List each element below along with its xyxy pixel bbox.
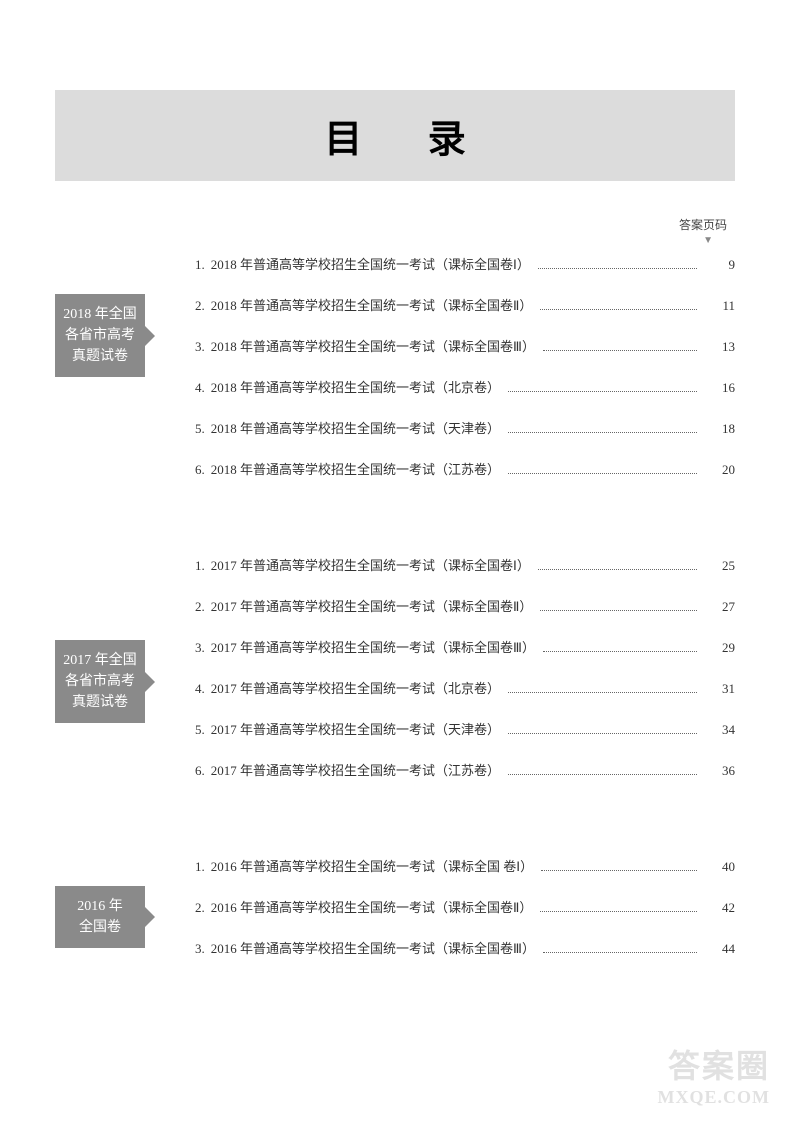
watermark-text: 答案圈 bbox=[658, 1041, 770, 1087]
toc-item-title: 2016 年普通高等学校招生全国统一考试（课标全国 卷Ⅰ） bbox=[211, 856, 533, 875]
toc-item: 3. 2017 年普通高等学校招生全国统一考试（课标全国卷Ⅲ） 29 bbox=[195, 637, 735, 656]
toc-item-title: 2018 年普通高等学校招生全国统一考试（北京卷） bbox=[211, 377, 500, 396]
toc-item-page: 9 bbox=[705, 257, 735, 273]
toc-item-page: 16 bbox=[705, 380, 735, 396]
toc-item-number: 5. bbox=[195, 421, 205, 437]
toc-leader-dots bbox=[508, 692, 697, 693]
toc-item-number: 2. bbox=[195, 298, 205, 314]
toc-leader-dots bbox=[508, 774, 697, 775]
toc-item-number: 3. bbox=[195, 640, 205, 656]
toc-item: 2. 2017 年普通高等学校招生全国统一考试（课标全国卷Ⅱ） 27 bbox=[195, 596, 735, 615]
toc-item: 6. 2017 年普通高等学校招生全国统一考试（江苏卷） 36 bbox=[195, 760, 735, 779]
down-arrow-icon: ▼ bbox=[55, 235, 735, 246]
toc-item-page: 40 bbox=[705, 859, 735, 875]
section-label: 2017 年全国各省市高考真题试卷 bbox=[55, 640, 145, 723]
toc-leader-dots bbox=[540, 309, 697, 310]
toc-item: 4. 2017 年普通高等学校招生全国统一考试（北京卷） 31 bbox=[195, 678, 735, 697]
toc-item-page: 20 bbox=[705, 462, 735, 478]
page-container: 目 录 答案页码 ▼ 2018 年全国各省市高考真题试卷 1. 2018 年普通… bbox=[0, 0, 790, 1074]
section-items: 1. 2018 年普通高等学校招生全国统一考试（课标全国卷Ⅰ） 9 2. 201… bbox=[155, 254, 735, 500]
toc-item-number: 1. bbox=[195, 558, 205, 574]
toc-item: 1. 2018 年普通高等学校招生全国统一考试（课标全国卷Ⅰ） 9 bbox=[195, 254, 735, 273]
section-label-wrapper: 2017 年全国各省市高考真题试卷 bbox=[55, 640, 155, 723]
toc-item-number: 1. bbox=[195, 257, 205, 273]
page-title: 目 录 bbox=[55, 108, 735, 163]
toc-section: 2016 年 全国卷 1. 2016 年普通高等学校招生全国统一考试（课标全国 … bbox=[55, 856, 735, 979]
toc-item-number: 3. bbox=[195, 941, 205, 957]
section-items: 1. 2017 年普通高等学校招生全国统一考试（课标全国卷Ⅰ） 25 2. 20… bbox=[155, 555, 735, 801]
toc-item-number: 6. bbox=[195, 763, 205, 779]
toc-leader-dots bbox=[540, 610, 697, 611]
section-label-wrapper: 2018 年全国各省市高考真题试卷 bbox=[55, 294, 155, 377]
section-label-text: 2016 年 全国卷 bbox=[77, 899, 123, 935]
toc-item-page: 36 bbox=[705, 763, 735, 779]
toc-item-page: 44 bbox=[705, 941, 735, 957]
toc-item: 4. 2018 年普通高等学校招生全国统一考试（北京卷） 16 bbox=[195, 377, 735, 396]
toc-leader-dots bbox=[543, 350, 697, 351]
toc-item: 6. 2018 年普通高等学校招生全国统一考试（江苏卷） 20 bbox=[195, 459, 735, 478]
toc-item-title: 2016 年普通高等学校招生全国统一考试（课标全国卷Ⅱ） bbox=[211, 897, 533, 916]
toc-item-title: 2018 年普通高等学校招生全国统一考试（课标全国卷Ⅱ） bbox=[211, 295, 533, 314]
answer-page-label: 答案页码 bbox=[55, 216, 735, 233]
toc-leader-dots bbox=[543, 651, 697, 652]
watermark: 答案圈 MXQE.COM bbox=[658, 1041, 770, 1108]
toc-item-number: 2. bbox=[195, 599, 205, 615]
toc-item-number: 1. bbox=[195, 859, 205, 875]
toc-item-page: 27 bbox=[705, 599, 735, 615]
toc-item-page: 34 bbox=[705, 722, 735, 738]
toc-item: 1. 2017 年普通高等学校招生全国统一考试（课标全国卷Ⅰ） 25 bbox=[195, 555, 735, 574]
toc-leader-dots bbox=[541, 870, 697, 871]
toc-item-title: 2018 年普通高等学校招生全国统一考试（课标全国卷Ⅲ） bbox=[211, 336, 535, 355]
toc-item-page: 25 bbox=[705, 558, 735, 574]
toc-leader-dots bbox=[508, 432, 697, 433]
toc-leader-dots bbox=[508, 733, 697, 734]
toc-item: 3. 2016 年普通高等学校招生全国统一考试（课标全国卷Ⅲ） 44 bbox=[195, 938, 735, 957]
toc-section: 2018 年全国各省市高考真题试卷 1. 2018 年普通高等学校招生全国统一考… bbox=[55, 254, 735, 500]
toc-item-title: 2017 年普通高等学校招生全国统一考试（天津卷） bbox=[211, 719, 500, 738]
toc-item-page: 11 bbox=[705, 298, 735, 314]
toc-item-page: 31 bbox=[705, 681, 735, 697]
toc-leader-dots bbox=[540, 911, 697, 912]
toc-item-title: 2018 年普通高等学校招生全国统一考试（课标全国卷Ⅰ） bbox=[211, 254, 530, 273]
toc-item-title: 2018 年普通高等学校招生全国统一考试（天津卷） bbox=[211, 418, 500, 437]
toc-section: 2017 年全国各省市高考真题试卷 1. 2017 年普通高等学校招生全国统一考… bbox=[55, 555, 735, 801]
section-items: 1. 2016 年普通高等学校招生全国统一考试（课标全国 卷Ⅰ） 40 2. 2… bbox=[155, 856, 735, 979]
toc-item-number: 6. bbox=[195, 462, 205, 478]
section-label: 2016 年 全国卷 bbox=[55, 886, 145, 948]
toc-item: 2. 2018 年普通高等学校招生全国统一考试（课标全国卷Ⅱ） 11 bbox=[195, 295, 735, 314]
title-banner: 目 录 bbox=[55, 90, 735, 181]
toc-item-number: 4. bbox=[195, 380, 205, 396]
toc-leader-dots bbox=[538, 569, 697, 570]
toc-leader-dots bbox=[543, 952, 697, 953]
toc-item-number: 4. bbox=[195, 681, 205, 697]
toc-item-title: 2017 年普通高等学校招生全国统一考试（课标全国卷Ⅰ） bbox=[211, 555, 530, 574]
toc-item-page: 18 bbox=[705, 421, 735, 437]
watermark-url: MXQE.COM bbox=[658, 1087, 770, 1108]
toc-item: 5. 2017 年普通高等学校招生全国统一考试（天津卷） 34 bbox=[195, 719, 735, 738]
toc-item-title: 2017 年普通高等学校招生全国统一考试（课标全国卷Ⅲ） bbox=[211, 637, 535, 656]
toc-item: 3. 2018 年普通高等学校招生全国统一考试（课标全国卷Ⅲ） 13 bbox=[195, 336, 735, 355]
toc-item-page: 42 bbox=[705, 900, 735, 916]
toc-item-number: 5. bbox=[195, 722, 205, 738]
toc-item-number: 3. bbox=[195, 339, 205, 355]
toc-item: 5. 2018 年普通高等学校招生全国统一考试（天津卷） 18 bbox=[195, 418, 735, 437]
toc-item-page: 13 bbox=[705, 339, 735, 355]
toc-item-title: 2016 年普通高等学校招生全国统一考试（课标全国卷Ⅲ） bbox=[211, 938, 535, 957]
toc-leader-dots bbox=[508, 473, 697, 474]
toc-item: 2. 2016 年普通高等学校招生全国统一考试（课标全国卷Ⅱ） 42 bbox=[195, 897, 735, 916]
section-label: 2018 年全国各省市高考真题试卷 bbox=[55, 294, 145, 377]
toc-leader-dots bbox=[508, 391, 697, 392]
toc-item-title: 2017 年普通高等学校招生全国统一考试（课标全国卷Ⅱ） bbox=[211, 596, 533, 615]
section-label-wrapper: 2016 年 全国卷 bbox=[55, 886, 155, 948]
toc-item-title: 2017 年普通高等学校招生全国统一考试（江苏卷） bbox=[211, 760, 500, 779]
toc-item-title: 2017 年普通高等学校招生全国统一考试（北京卷） bbox=[211, 678, 500, 697]
toc-item: 1. 2016 年普通高等学校招生全国统一考试（课标全国 卷Ⅰ） 40 bbox=[195, 856, 735, 875]
toc-item-title: 2018 年普通高等学校招生全国统一考试（江苏卷） bbox=[211, 459, 500, 478]
toc-item-number: 2. bbox=[195, 900, 205, 916]
toc-item-page: 29 bbox=[705, 640, 735, 656]
toc-content: 2018 年全国各省市高考真题试卷 1. 2018 年普通高等学校招生全国统一考… bbox=[55, 254, 735, 1034]
toc-leader-dots bbox=[538, 268, 697, 269]
